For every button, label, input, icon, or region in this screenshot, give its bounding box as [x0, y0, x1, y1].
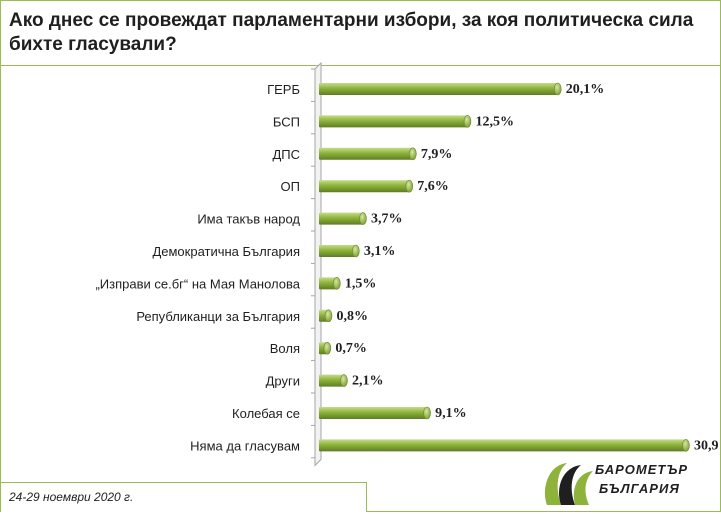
category-label: БСП: [273, 114, 300, 129]
axis-layer: [311, 61, 322, 467]
bar: [319, 115, 468, 128]
bar-cap: [405, 179, 414, 193]
value-label: 9,1%: [435, 406, 467, 421]
bar: [319, 277, 337, 290]
y-axis-wall: [314, 61, 322, 467]
value-label: 7,9%: [421, 147, 453, 162]
bar-cap: [324, 309, 333, 323]
bar-cap: [359, 212, 367, 225]
bar-cap: [352, 244, 360, 258]
value-label: 30,9%: [694, 438, 720, 453]
bar-cap: [409, 147, 417, 161]
category-label: Други: [266, 374, 300, 389]
bar: [319, 439, 686, 452]
category-label: „Изправи се.бг“ на Мая Манолова: [95, 276, 300, 291]
heads-logo-icon: [545, 463, 593, 505]
logo-text-line1: БАРОМЕТЪР: [595, 462, 689, 477]
bar-cap: [682, 439, 690, 452]
value-label: 12,5%: [475, 114, 514, 129]
value-label: 0,7%: [335, 341, 367, 356]
value-label: 20,1%: [566, 82, 605, 97]
bar: [319, 407, 428, 419]
value-label: 7,6%: [417, 179, 449, 194]
bar-cap: [333, 277, 341, 290]
category-label: Няма да гласувам: [190, 438, 300, 453]
bar-chart: ГЕРБ 20,1% БСП 12,5% ДПС 7,9% ОП 7,6% Има такъв …: [95, 61, 720, 467]
bar-cap: [463, 115, 472, 128]
category-label: Има такъв народ: [197, 212, 300, 227]
value-label: 0,8%: [337, 309, 369, 324]
labels-layer: ГЕРБ 20,1% БСП 12,5% ДПС 7,9% ОП 7,6% Има такъв …: [95, 82, 720, 453]
value-label: 3,7%: [371, 212, 403, 227]
category-label: Демократична България: [152, 244, 300, 259]
value-label: 2,1%: [352, 374, 384, 389]
bar-cap: [553, 82, 562, 96]
bar-cap: [423, 406, 431, 420]
bar-cap: [340, 374, 348, 387]
category-label: Воля: [270, 341, 300, 356]
value-label: 1,5%: [345, 276, 377, 291]
bar: [319, 180, 410, 193]
category-label: ДПС: [272, 147, 300, 162]
category-label: ГЕРБ: [267, 82, 300, 97]
value-label: 3,1%: [364, 244, 396, 259]
survey-date: 24-29 ноември 2020 г.: [9, 490, 134, 504]
category-label: ОП: [281, 179, 300, 194]
bar: [319, 83, 558, 95]
bar: [319, 245, 356, 257]
bar-cap: [323, 341, 332, 355]
bar: [319, 212, 363, 225]
bar: [319, 374, 344, 387]
footer-box: 24-29 ноември 2020 г.: [1, 482, 367, 512]
chart-title: Ако днес се провеждат парламентарни избо…: [9, 10, 694, 55]
barometer-bulgaria-logo: БАРОМЕТЪР БЪЛГАРИЯ: [539, 457, 719, 509]
category-label: Колебая се: [232, 406, 300, 421]
bars-layer: [319, 82, 690, 452]
bar: [319, 147, 413, 160]
title-band: Ако днес се провеждат парламентарни избо…: [1, 1, 720, 66]
category-label: Републиканци за България: [136, 309, 300, 324]
logo-text-line2: БЪЛГАРИЯ: [599, 481, 680, 496]
